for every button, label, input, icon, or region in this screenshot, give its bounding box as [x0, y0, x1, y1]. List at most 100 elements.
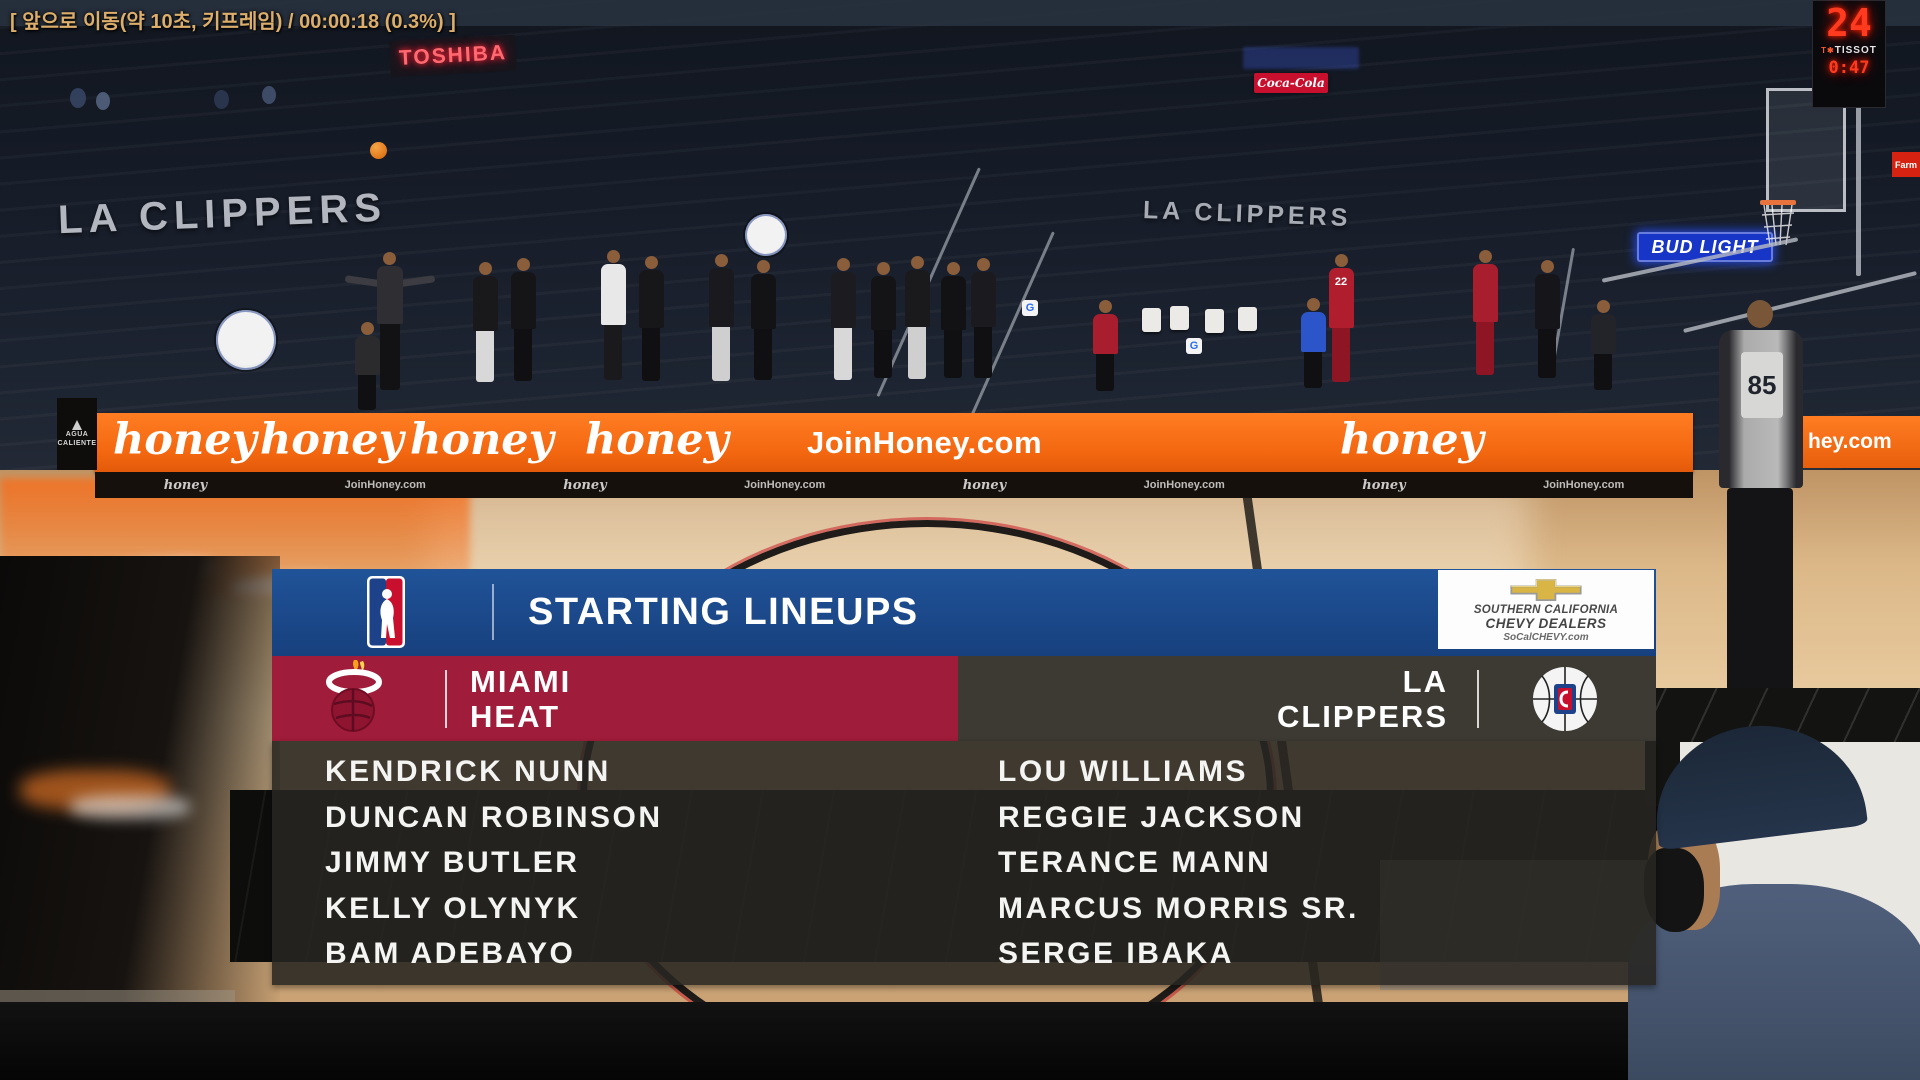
folding-chair — [1238, 307, 1257, 331]
player-name: KELLY OLYNYK — [325, 891, 581, 925]
spectator — [214, 90, 229, 109]
clippers-team-name: LA CLIPPERS — [1277, 664, 1448, 734]
player-name: REGGIE JACKSON — [998, 800, 1305, 834]
player-name: DUNCAN ROBINSON — [325, 800, 663, 834]
folding-chair — [1205, 309, 1224, 333]
player-silhouette — [938, 262, 968, 384]
google-g-logo: G — [1022, 300, 1038, 316]
honey-logo-text: honey — [1340, 415, 1484, 465]
sponsor-line2: CHEVY DEALERS — [1485, 615, 1607, 631]
basket-net — [1762, 205, 1794, 246]
state-farm-sign-text: Farm — [1894, 159, 1917, 170]
folding-chair — [1142, 308, 1161, 332]
strip-joinhoney-text: JoinHoney.com — [344, 479, 426, 491]
player-name: JIMMY BUTLER — [325, 846, 580, 879]
chevy-sponsor-box: SOUTHERN CALIFORNIA CHEVY DEALERS SoCalC… — [1438, 570, 1654, 649]
courtside-substrip: honey JoinHoney.com honey JoinHoney.com … — [95, 472, 1693, 498]
player-silhouette — [508, 258, 538, 388]
lineup-title: STARTING LINEUPS — [528, 591, 919, 633]
player-silhouette-red — [1090, 300, 1120, 392]
toshiba-sign: TOSHIBA — [389, 34, 517, 78]
hoop-pole — [1856, 96, 1861, 276]
player-name: KENDRICK NUNN — [325, 755, 611, 788]
floor-white-glare — [70, 795, 190, 819]
lineup-header-bar: STARTING LINEUPS SOUTHERN CALIFORNIA CHE… — [272, 569, 1656, 656]
honey-logo-text: honey — [410, 415, 554, 465]
jersey-number: 22 — [1334, 276, 1348, 288]
header-divider — [492, 584, 494, 640]
strip-honey-text: honey — [163, 477, 208, 493]
heat-divider — [445, 670, 447, 728]
lineup-team-bands: MIAMI HEAT LA CLIPPERS — [272, 656, 1656, 741]
honey-banner-right: hey.com — [1800, 416, 1920, 468]
strip-honey-text: honey — [563, 477, 607, 493]
player-name: BAM ADEBAYO — [325, 937, 576, 970]
lineup-names-panel: KENDRICK NUNN DUNCAN ROBINSON JIMMY BUTL… — [272, 741, 1656, 985]
honey-url-partial: hey.com — [1808, 430, 1892, 453]
heat-band: MIAMI HEAT — [272, 656, 958, 741]
player-silhouette — [1532, 260, 1562, 384]
foreground-shadow-band — [0, 1002, 1920, 1080]
player-silhouette — [748, 260, 778, 386]
chevrolet-bowtie-icon — [1510, 578, 1582, 601]
tissot-star-icon: T✱ — [1821, 46, 1835, 55]
heat-logo-icon — [326, 660, 382, 732]
player-silhouette — [636, 256, 666, 388]
clippers-tarp-logo-icon — [745, 214, 787, 256]
player-silhouette-red-22: 22 — [1326, 254, 1356, 390]
coca-cola-sign: Coca-Cola — [1254, 73, 1328, 93]
referee-number: 85 — [1747, 369, 1777, 400]
player-silhouette — [828, 258, 858, 386]
player-silhouette-red — [1470, 250, 1500, 382]
heat-name: HEAT — [470, 698, 561, 734]
led-board — [1243, 47, 1359, 69]
clippers-logo-icon — [1533, 667, 1597, 731]
basket-rim — [1760, 200, 1796, 205]
spectator — [70, 88, 86, 108]
clippers-city: LA — [1402, 663, 1448, 699]
clippers-courtside-logo-icon — [216, 310, 276, 370]
agua-caliente-icon — [72, 420, 82, 430]
arena-walkway — [0, 0, 1920, 26]
player-silhouette — [868, 262, 898, 384]
staff-silhouette — [1588, 300, 1618, 390]
toshiba-sign-text: TOSHIBA — [398, 41, 508, 70]
clippers-players-column: LOU WILLIAMS REGGIE JACKSON TERANCE MANN… — [998, 751, 1359, 975]
honey-logo-text: honey — [260, 415, 404, 465]
player-silhouette — [902, 256, 932, 386]
heat-players-column: KENDRICK NUNN DUNCAN ROBINSON JIMMY BUTL… — [325, 751, 663, 975]
tissot-brand-text: TISSOT — [1834, 45, 1877, 56]
person-silhouette — [352, 322, 382, 410]
honey-logo-text: honey — [113, 415, 257, 465]
strip-honey-text: honey — [962, 477, 1007, 493]
player-silhouette — [706, 254, 736, 388]
spectator — [262, 86, 276, 104]
player-name: MARCUS MORRIS SR. — [998, 891, 1359, 925]
player-name: TERANCE MANN — [998, 846, 1272, 879]
strip-joinhoney-text: JoinHoney.com — [1543, 479, 1625, 491]
shot-clock: 24 T✱TISSOT 0:47 — [1812, 0, 1886, 108]
coca-cola-sign-text: Coca-Cola — [1257, 76, 1325, 90]
player-name: LOU WILLIAMS — [998, 755, 1248, 788]
backboard — [1766, 88, 1846, 212]
player-silhouette — [598, 250, 628, 388]
staff-silhouette — [1298, 298, 1328, 388]
referee-right: 85 — [1705, 300, 1815, 700]
strip-joinhoney-text: JoinHoney.com — [744, 479, 826, 491]
player-name: SERGE IBAKA — [998, 937, 1234, 970]
player-osd-message: [ 앞으로 이동(약 10초, 키프레임) / 00:00:18 (0.3%) … — [10, 11, 456, 33]
basketball — [370, 142, 387, 159]
state-farm-sign: Farm — [1892, 152, 1920, 177]
honey-banner: honey honey honey honey JoinHoney.com ho… — [95, 413, 1693, 472]
nba-logo-icon — [367, 576, 405, 648]
player-silhouette — [470, 262, 500, 388]
joinhoney-text: JoinHoney.com — [807, 425, 1043, 460]
heat-team-name: MIAMI HEAT — [470, 664, 571, 734]
referee-left — [344, 252, 436, 404]
heat-city: MIAMI — [470, 663, 572, 699]
clippers-divider — [1477, 670, 1479, 728]
google-g-logo: G — [1186, 338, 1202, 354]
sponsor-line1: SOUTHERN CALIFORNIA — [1473, 603, 1619, 616]
agua-text: CALIENTE — [57, 440, 97, 447]
clippers-band: LA CLIPPERS — [958, 656, 1656, 741]
